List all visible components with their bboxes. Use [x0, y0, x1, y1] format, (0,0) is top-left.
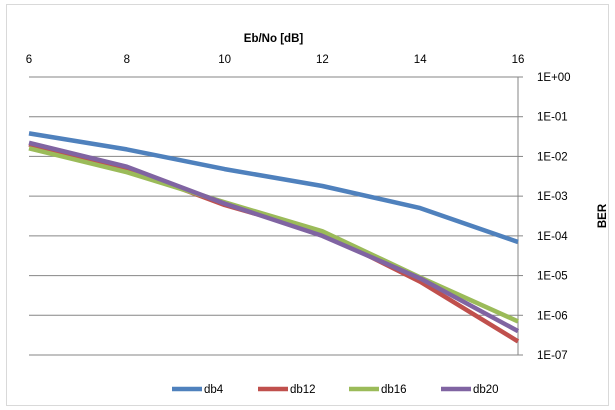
- y-tick-label: 1E-06: [537, 310, 568, 322]
- x-tick-label: 14: [414, 54, 427, 66]
- y-tick-label: 1E-07: [537, 350, 568, 362]
- legend-label-db4: db4: [204, 384, 224, 396]
- series-line-db4: [28, 131, 519, 245]
- y-tick-label: 1E-02: [537, 151, 568, 163]
- x-axis-title: Eb/No [dB]: [244, 33, 304, 45]
- legend-label-db12: db12: [290, 384, 316, 396]
- y-tick-label: 1E-03: [537, 191, 568, 203]
- tick-marks: [518, 76, 523, 356]
- legend: db4 db12 db16 db20: [172, 384, 499, 396]
- x-tick-label: 12: [316, 54, 329, 66]
- x-tick-labels: 6 8 10 12 14 16: [26, 54, 525, 66]
- y-tick-label: 1E-04: [537, 231, 568, 243]
- y-tick-label: 1E-01: [537, 112, 568, 124]
- y-tick-label: 1E-05: [537, 271, 568, 283]
- x-tick-label: 10: [218, 54, 231, 66]
- series-lines: [28, 131, 520, 344]
- y-axis-title: BER: [597, 203, 609, 228]
- x-tick-label: 8: [124, 54, 130, 66]
- y-tick-labels: 1E+00 1E-01 1E-02 1E-03 1E-04 1E-05 1E-06 1E-07: [537, 72, 571, 362]
- y-tick-label: 1E+00: [537, 72, 571, 84]
- x-tick-label: 16: [512, 54, 525, 66]
- chart-frame: [6, 4, 609, 406]
- series-line-db12: [28, 142, 520, 344]
- series-line-db20: [28, 140, 520, 334]
- x-tick-label: 6: [26, 54, 32, 66]
- legend-label-db20: db20: [473, 384, 499, 396]
- gridlines: [29, 76, 518, 356]
- legend-label-db16: db16: [381, 384, 407, 396]
